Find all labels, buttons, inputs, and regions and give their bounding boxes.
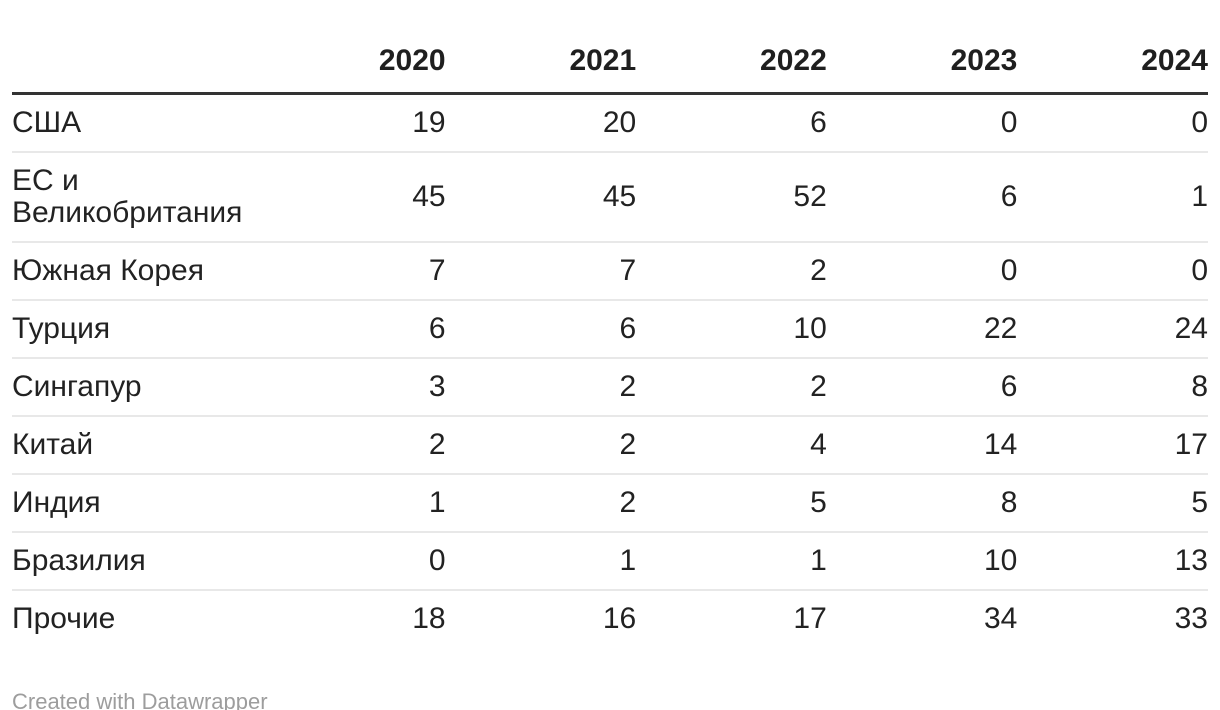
table-row: Индия 1 2 5 8 5 — [12, 474, 1208, 533]
cell-value: 0 — [255, 532, 446, 591]
column-header-2024: 2024 — [1017, 0, 1208, 95]
cell-value: 34 — [984, 602, 1018, 635]
datawrapper-credit-link[interactable]: Created with Datawrapper — [12, 689, 268, 710]
cell-value: 1 — [1017, 152, 1208, 243]
cell-value: 6 — [255, 300, 446, 359]
cell-value: 20 — [445, 93, 637, 153]
cell-value: 6 — [826, 152, 1018, 243]
row-label: ЕС и Великобритания — [12, 152, 255, 243]
cell-value: 2 — [636, 242, 827, 301]
cell-value: 2 — [255, 416, 446, 475]
cell-value: 13 — [1017, 532, 1208, 591]
cell-value: 1 — [255, 474, 446, 533]
row-label: Бразилия — [12, 532, 255, 591]
cell-value: 2 — [636, 358, 827, 417]
column-header-2023: 2023 — [826, 0, 1018, 95]
cell-value: 4 — [636, 416, 827, 475]
cell-value: 1 — [636, 532, 827, 591]
cell-value: 52 — [636, 152, 827, 243]
cell-value: 2 — [445, 416, 637, 475]
cell-value: 7 — [445, 242, 637, 301]
cell-value: 22 — [826, 300, 1018, 359]
row-label: Индия — [12, 474, 255, 533]
table-header-row: 2020 2021 2022 2023 2024 — [12, 0, 1208, 95]
table-row: Турция 6 6 10 22 24 — [12, 300, 1208, 359]
cell-value: 45 — [255, 152, 446, 243]
row-label: Турция — [12, 300, 255, 359]
table-body: США 19 20 6 0 0 ЕС и Великобритания 45 45 52 6 1 Южн… — [12, 93, 1208, 648]
cell-value: 6 — [826, 358, 1018, 417]
cell-value: 2 — [445, 358, 637, 417]
table-row: Прочие 18 16 17 34 33 — [12, 590, 1208, 647]
cell-value: 10 — [826, 532, 1018, 591]
cell-value: 6 — [445, 300, 637, 359]
row-label: США — [12, 93, 255, 153]
cell-value: 0 — [1017, 93, 1208, 153]
column-header-empty — [12, 0, 255, 95]
row-label: Прочие — [12, 602, 116, 635]
column-header-2020: 2020 — [255, 0, 446, 95]
cell-value: 0 — [826, 93, 1018, 153]
cell-value: 24 — [1017, 300, 1208, 359]
table-row: Южная Корея 7 7 2 0 0 — [12, 242, 1208, 301]
table-row: Бразилия 0 1 1 10 13 — [12, 532, 1208, 591]
cell-value: 8 — [826, 474, 1018, 533]
column-header-2021: 2021 — [445, 0, 637, 95]
column-header-2022: 2022 — [636, 0, 827, 95]
cell-value: 18 — [412, 602, 446, 635]
table-row: Китай 2 2 4 14 17 — [12, 416, 1208, 475]
cell-value: 17 — [793, 602, 827, 635]
cell-value: 1 — [445, 532, 637, 591]
cell-value: 7 — [255, 242, 446, 301]
cell-value: 5 — [1017, 474, 1208, 533]
cell-value: 3 — [255, 358, 446, 417]
table-row: Сингапур 3 2 2 6 8 — [12, 358, 1208, 417]
cell-value: 6 — [636, 93, 827, 153]
data-table: 2020 2021 2022 2023 2024 США 19 20 6 0 0 ЕС и Вели… — [12, 0, 1208, 647]
cell-value: 10 — [636, 300, 827, 359]
cell-value: 33 — [1174, 602, 1208, 635]
cell-value: 8 — [1017, 358, 1208, 417]
cell-value: 19 — [255, 93, 446, 153]
cell-value: 0 — [826, 242, 1018, 301]
footer: Created with Datawrapper — [12, 689, 1208, 710]
table-row: ЕС и Великобритания 45 45 52 6 1 — [12, 152, 1208, 243]
row-label: Китай — [12, 416, 255, 475]
row-label: Сингапур — [12, 358, 255, 417]
cell-value: 16 — [602, 602, 637, 635]
table-row: США 19 20 6 0 0 — [12, 93, 1208, 153]
cell-value: 0 — [1017, 242, 1208, 301]
cell-value: 5 — [636, 474, 827, 533]
cell-value: 45 — [445, 152, 637, 243]
cell-value: 2 — [445, 474, 637, 533]
row-label: Южная Корея — [12, 242, 255, 301]
cell-value: 14 — [826, 416, 1018, 475]
cell-value: 17 — [1017, 416, 1208, 475]
